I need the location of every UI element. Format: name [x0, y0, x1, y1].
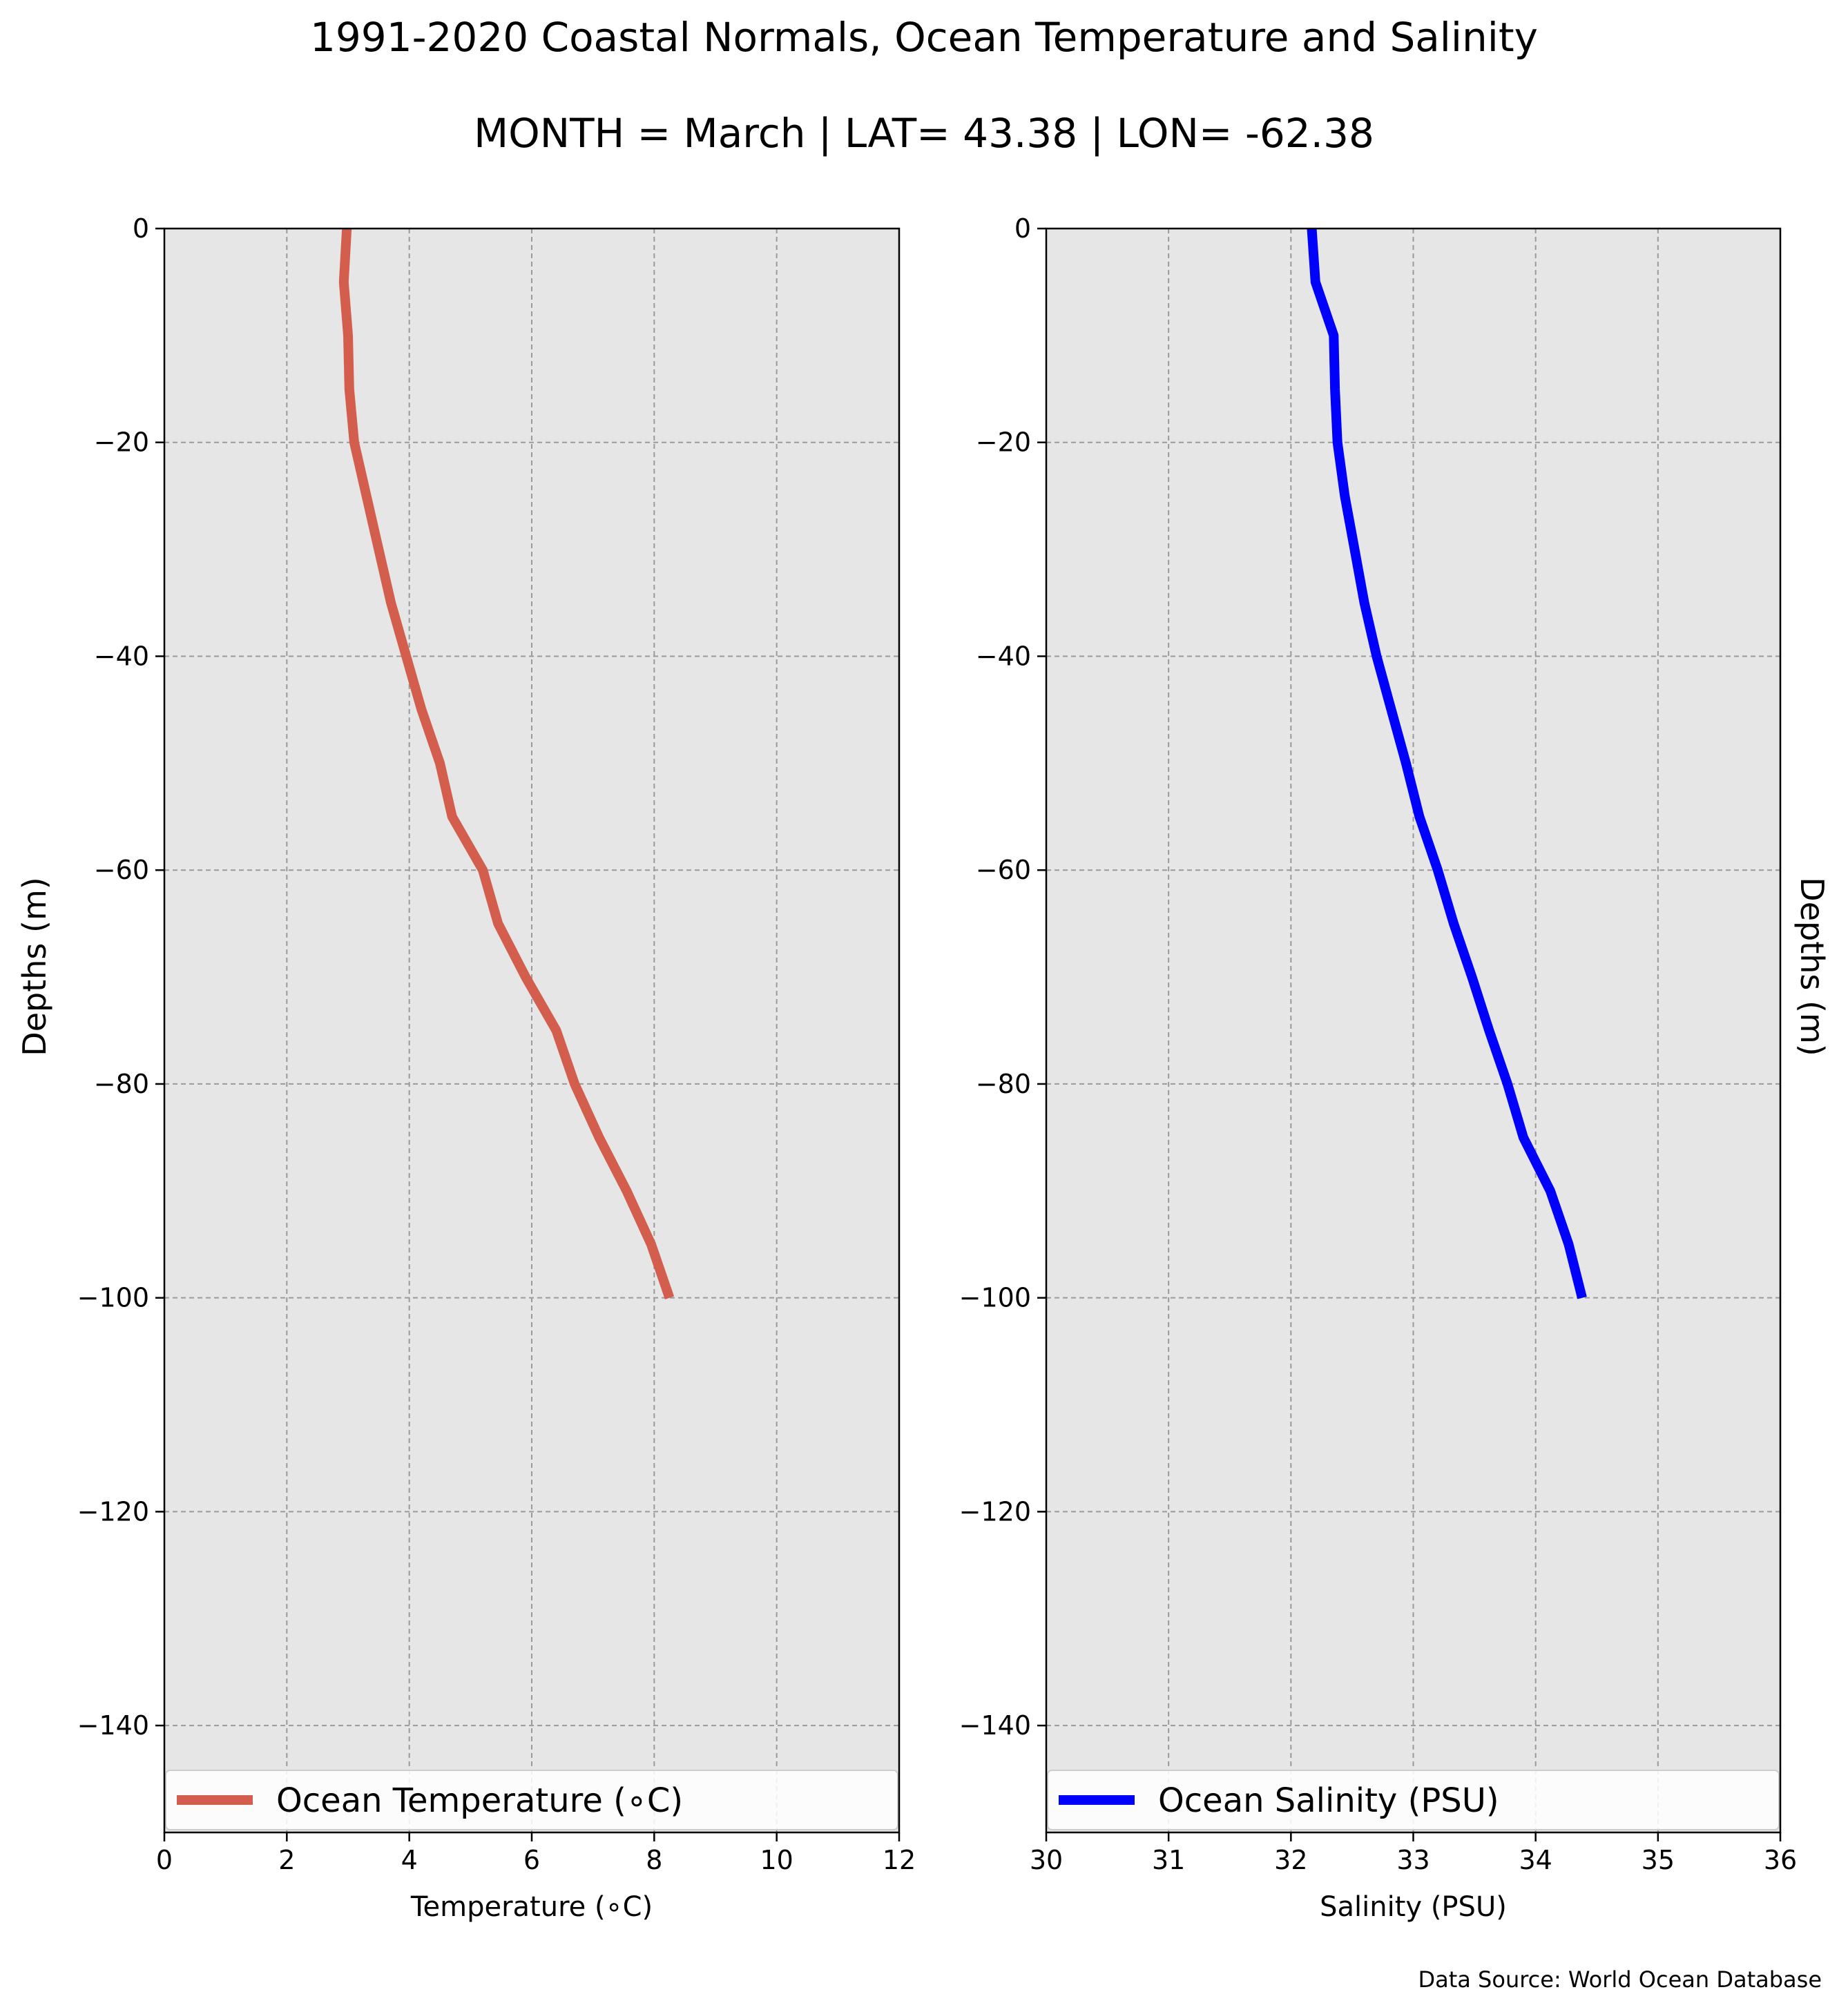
temperature-y-tick-label: −80	[94, 1069, 149, 1099]
temperature-panel: Ocean Temperature (∘C) 0 −20 −40 −60 −80 −100 −…	[77, 213, 916, 1923]
salinity-x-tick-label: 30	[1030, 1845, 1063, 1875]
temperature-x-tick-label: 0	[156, 1845, 173, 1875]
temperature-x-tick-label: 12	[883, 1845, 916, 1875]
salinity-legend-label: Ocean Salinity (PSU)	[1158, 1781, 1499, 1820]
salinity-y-tick-label: −140	[959, 1710, 1031, 1741]
temperature-legend-label: Ocean Temperature (∘C)	[276, 1781, 683, 1820]
salinity-y-tick-label: −80	[976, 1069, 1031, 1099]
chart-subtitle: MONTH = March | LAT= 43.38 | LON= -62.38	[474, 110, 1374, 157]
temperature-x-tick-label: 4	[401, 1845, 418, 1875]
salinity-y-tick-label: −40	[976, 641, 1031, 671]
temperature-y-tick-label: −100	[77, 1283, 149, 1313]
salinity-x-tick-label: 34	[1519, 1845, 1552, 1875]
salinity-x-tick-label: 31	[1152, 1845, 1185, 1875]
temperature-legend: Ocean Temperature (∘C)	[165, 1770, 898, 1830]
data-source-note: Data Source: World Ocean Database	[1418, 1966, 1822, 1993]
temperature-y-tick-label: −140	[77, 1710, 149, 1741]
temperature-profile-line	[338, 228, 675, 1299]
temperature-y-tick-label: −40	[94, 641, 149, 671]
chart-title: 1991-2020 Coastal Normals, Ocean Tempera…	[310, 14, 1538, 61]
temperature-x-tick-label: 2	[278, 1845, 295, 1875]
salinity-x-axis-label: Salinity (PSU)	[1320, 1891, 1507, 1923]
salinity-x-tick-label: 32	[1274, 1845, 1307, 1875]
salinity-legend-box	[1047, 1770, 1780, 1830]
salinity-x-tick-label: 33	[1396, 1845, 1430, 1875]
salinity-y-tick-label: −60	[976, 855, 1031, 885]
salinity-x-tick-label: 36	[1764, 1845, 1797, 1875]
salinity-x-tick-label: 35	[1642, 1845, 1675, 1875]
salinity-panel: Ocean Salinity (PSU) 0 −20 −40 −60 −80 −100 −12…	[959, 213, 1798, 1923]
salinity-y-tick-label: −120	[959, 1496, 1031, 1527]
temperature-x-tick-label: 10	[760, 1845, 793, 1875]
temperature-x-tick-label: 8	[646, 1845, 662, 1875]
salinity-y-tick-label: −100	[959, 1283, 1031, 1313]
left-depth-axis-label: Depths (m)	[16, 877, 53, 1056]
salinity-y-tick-label: −20	[976, 427, 1031, 458]
right-depth-axis-label: Depths (m)	[1793, 877, 1831, 1056]
temperature-y-tick-label: 0	[133, 213, 149, 244]
temperature-y-tick-label: −20	[94, 427, 149, 458]
temperature-x-axis-label: Temperature (∘C)	[410, 1891, 653, 1923]
temperature-y-tick-label: −60	[94, 855, 149, 885]
temperature-x-tick-label: 6	[523, 1845, 540, 1875]
salinity-profile-line	[1307, 228, 1587, 1299]
salinity-y-tick-label: 0	[1014, 213, 1031, 244]
temperature-y-tick-label: −120	[77, 1496, 149, 1527]
salinity-legend: Ocean Salinity (PSU)	[1047, 1770, 1780, 1830]
temperature-legend-box	[165, 1770, 898, 1830]
